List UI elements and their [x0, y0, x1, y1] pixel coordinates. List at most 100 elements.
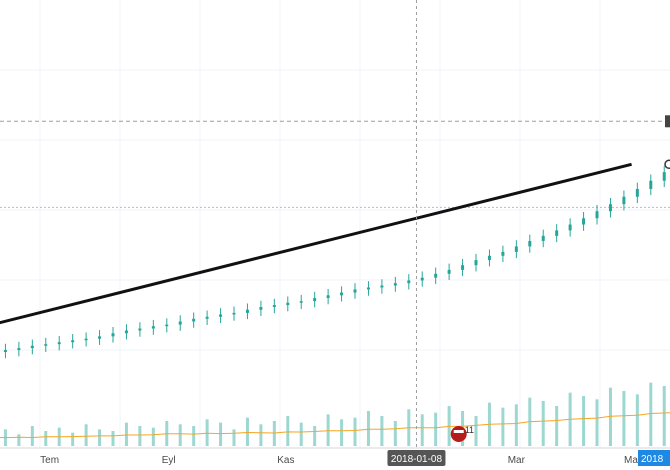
volume-bar [205, 419, 209, 446]
volume-bar [434, 412, 438, 446]
candle-body [461, 265, 465, 270]
candle-body [98, 336, 102, 339]
candle-body [622, 196, 626, 205]
candle-body [434, 273, 438, 278]
event-count: 11 [465, 425, 474, 435]
volume-bar [380, 416, 384, 446]
volume-bar [555, 406, 559, 446]
trendline[interactable] [0, 162, 632, 325]
candle-body [219, 314, 223, 317]
volume-bar [98, 429, 102, 446]
x-axis-tick-label: Kas [277, 455, 294, 466]
event-badge[interactable]: 11 [450, 425, 474, 442]
horizontal-levels [0, 120, 670, 208]
volume-bar [420, 414, 424, 446]
candlesticks [3, 165, 666, 359]
volume-bar [340, 419, 344, 446]
volume-bar [662, 386, 666, 446]
candle-body [178, 321, 182, 325]
volume-moving-average-line [0, 412, 670, 439]
volume-bar [192, 426, 196, 446]
x-axis-tick-label: May [624, 455, 643, 466]
candle-body [353, 289, 357, 293]
volume-bar [259, 424, 263, 446]
volume-bar [299, 422, 303, 446]
candle-body [366, 287, 370, 290]
candle-body [44, 344, 48, 346]
volume-bar [44, 431, 48, 446]
crosshair-date-label: 2018-01-08 [391, 454, 443, 465]
candle-body [635, 188, 639, 197]
volume-bar [178, 424, 182, 446]
candle-body [447, 269, 451, 274]
volume-bar [541, 401, 545, 446]
candle-body [407, 280, 411, 284]
volume-bar [608, 387, 612, 446]
volume-bar [84, 424, 88, 446]
candle-body [71, 340, 75, 343]
candle-body [299, 301, 303, 303]
candle-body [138, 328, 142, 331]
x-axis-tick-label: Eyl [162, 455, 176, 466]
candle-body [286, 302, 290, 306]
candle-body [649, 180, 653, 189]
candle-body [541, 235, 545, 241]
volume-bar [595, 399, 599, 446]
volume-bar [111, 431, 115, 446]
volume-bar [124, 422, 128, 446]
volume-bar [649, 382, 653, 446]
candle-body [393, 283, 397, 286]
grid [0, 0, 670, 448]
candle-body [326, 295, 330, 299]
volume-bar [245, 417, 249, 446]
candle-body [205, 316, 209, 319]
volume-bar [635, 394, 639, 446]
candle-body [474, 260, 478, 266]
volume-bar [474, 416, 478, 446]
volume-bar [151, 427, 155, 446]
candle-body [232, 312, 236, 315]
volume-bar [232, 429, 236, 446]
candle-body [192, 318, 196, 322]
candle-body [608, 204, 612, 212]
candle-body [313, 298, 317, 302]
candle-body [514, 246, 518, 252]
candle-body [84, 338, 88, 341]
candle-body [595, 211, 599, 219]
axis-corner-label: 2018 [641, 454, 664, 465]
candle-body [3, 350, 7, 352]
volume-bar [582, 396, 586, 446]
candle-body [501, 251, 505, 256]
candle-body [17, 348, 21, 351]
x-axis-tick-label: Tem [40, 455, 59, 466]
volume-bar [71, 432, 75, 446]
candle-body [272, 305, 276, 308]
candle-body [528, 240, 532, 247]
volume-bar [622, 391, 626, 446]
volume-bar [219, 422, 223, 446]
flag-stripes [453, 430, 464, 433]
volume-bar [17, 434, 21, 446]
candle-body [151, 326, 155, 329]
candle-body [111, 333, 115, 337]
volume-bar [366, 411, 370, 446]
volume-bar [272, 421, 276, 446]
trendline-handle[interactable] [664, 159, 670, 170]
volume-bar [326, 414, 330, 446]
candle-body [662, 172, 666, 181]
candle-body [420, 277, 424, 281]
volume-bar [393, 421, 397, 446]
candle-body [165, 324, 169, 327]
volume-bars [3, 382, 666, 446]
candle-body [124, 330, 128, 334]
level-marker[interactable] [665, 115, 670, 128]
x-axis-tick-label: Mar [508, 455, 526, 466]
candle-body [487, 255, 491, 261]
candle-body [340, 292, 344, 296]
volume-bar [30, 426, 34, 446]
axis-corner-label-bg [638, 450, 670, 466]
volume-bar [286, 416, 290, 446]
candle-body [30, 345, 34, 349]
